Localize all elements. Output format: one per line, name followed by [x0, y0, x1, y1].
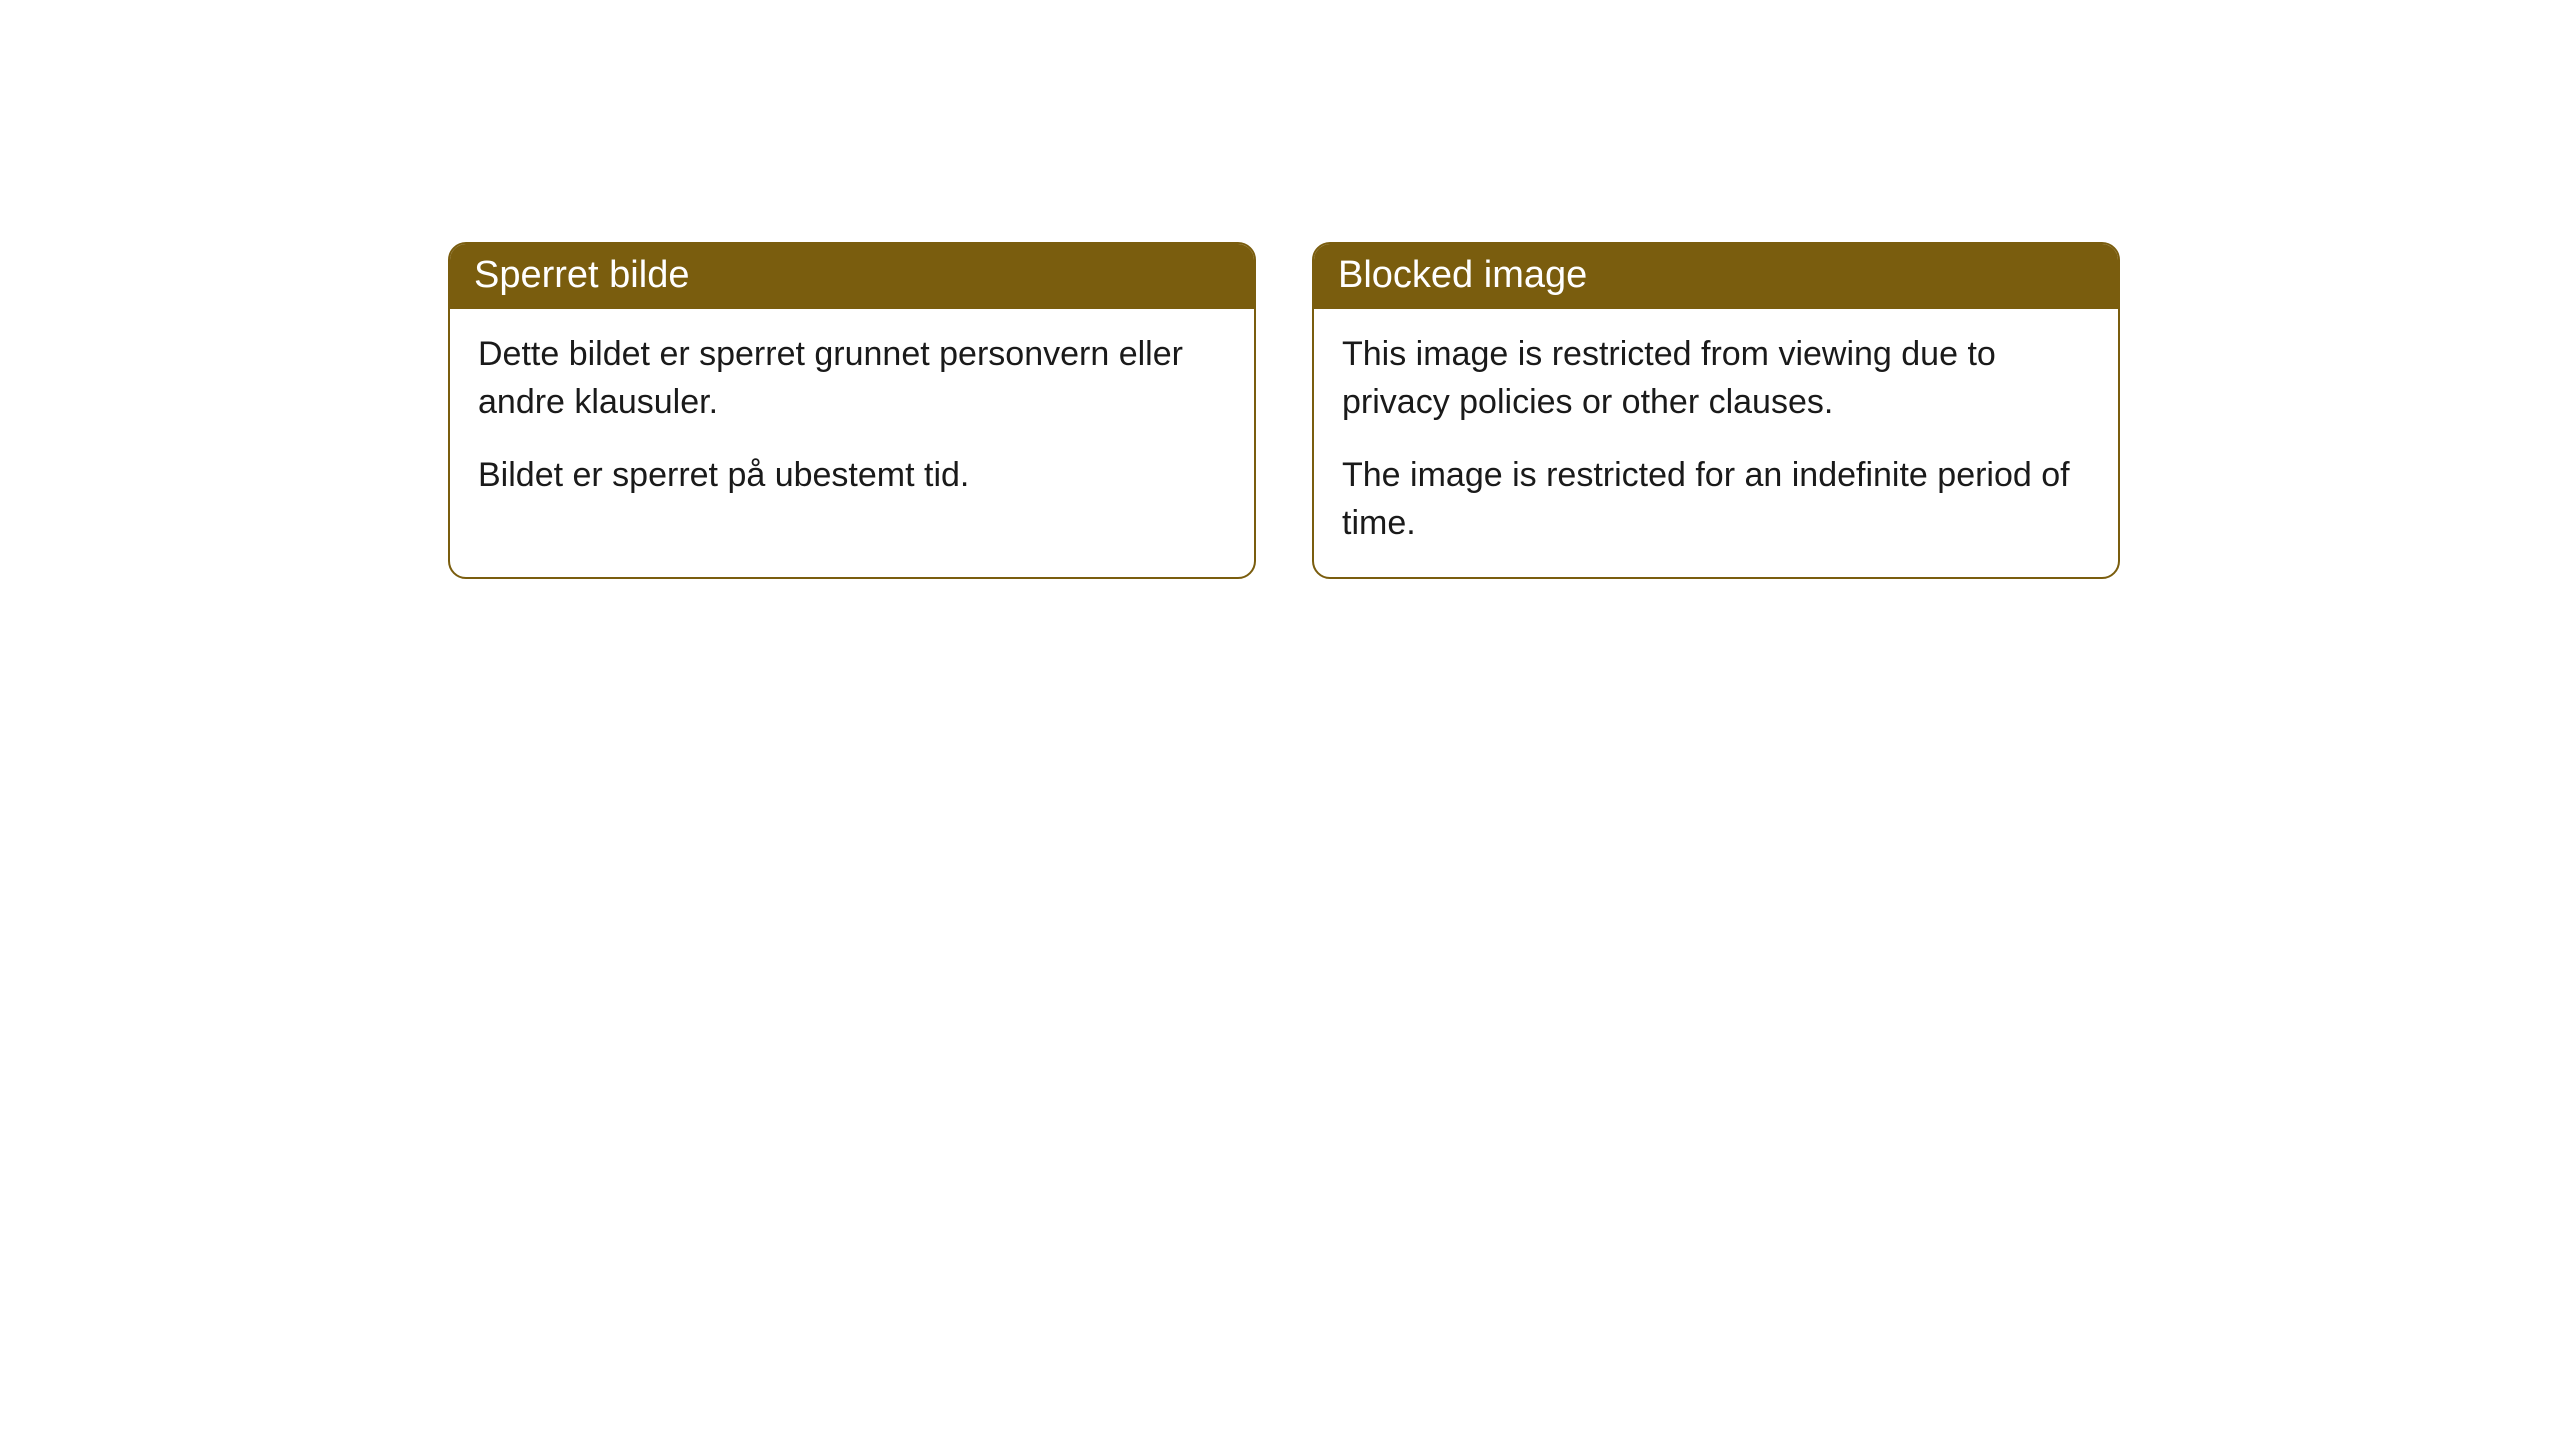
card-header: Sperret bilde	[450, 244, 1254, 309]
card-title: Sperret bilde	[474, 254, 689, 296]
card-body: This image is restricted from viewing du…	[1314, 309, 2118, 577]
card-paragraph: Bildet er sperret på ubestemt tid.	[478, 452, 1226, 500]
card-paragraph: The image is restricted for an indefinit…	[1342, 452, 2090, 547]
notice-card-english: Blocked image This image is restricted f…	[1312, 242, 2120, 579]
card-title: Blocked image	[1338, 254, 1587, 296]
notice-container: Sperret bilde Dette bildet er sperret gr…	[448, 242, 2120, 579]
notice-card-norwegian: Sperret bilde Dette bildet er sperret gr…	[448, 242, 1256, 579]
card-body: Dette bildet er sperret grunnet personve…	[450, 309, 1254, 530]
card-header: Blocked image	[1314, 244, 2118, 309]
card-paragraph: Dette bildet er sperret grunnet personve…	[478, 331, 1226, 426]
card-paragraph: This image is restricted from viewing du…	[1342, 331, 2090, 426]
